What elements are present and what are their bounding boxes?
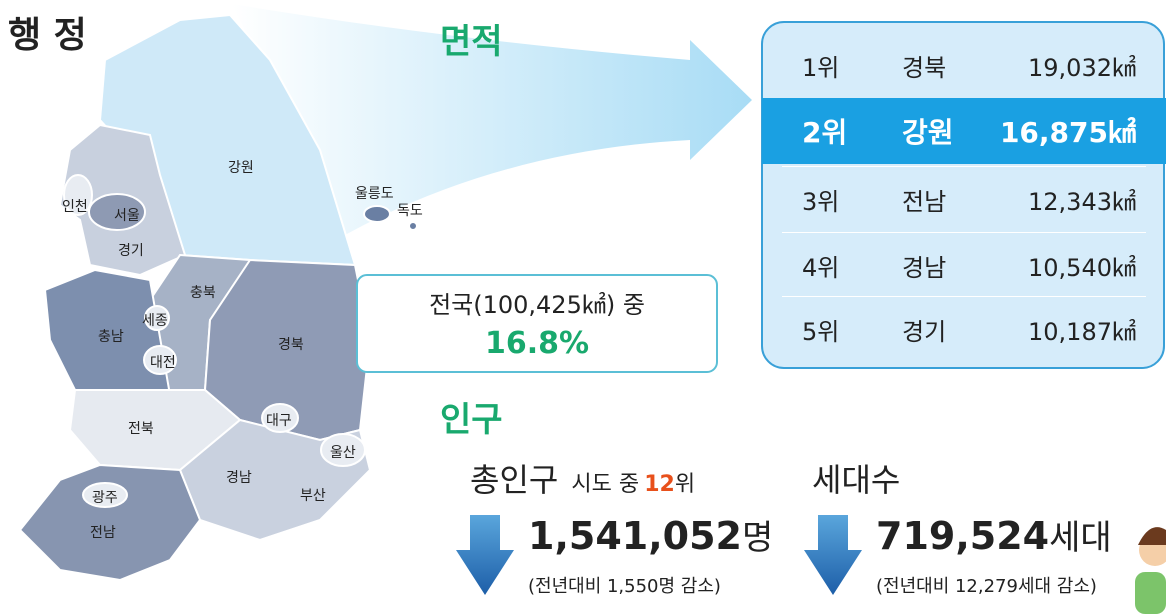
ranking-row: 3위 전남 12,343㎢: [762, 166, 1166, 232]
ranking-row: 5위 경기 10,187㎢: [762, 296, 1166, 362]
map-label: 울릉도: [355, 186, 394, 202]
rank: 4위: [802, 253, 840, 282]
area-value: 10,187㎢: [1028, 317, 1136, 346]
rank-suffix: 위: [674, 472, 696, 497]
rank: 2위: [802, 116, 848, 149]
map-label: 경남: [226, 470, 252, 486]
title: 행 정: [8, 15, 87, 56]
map-label: 경기: [118, 243, 144, 259]
area-value: 19,032㎢: [1028, 53, 1136, 82]
row-divider: [782, 166, 1146, 167]
rank: 1위: [802, 53, 840, 82]
household-line: 719,524세대: [876, 510, 1112, 559]
map-label: 대전: [150, 355, 176, 371]
person-icon: [1135, 527, 1166, 614]
household-label: 세대수: [812, 461, 901, 499]
region: 경기: [902, 317, 947, 346]
map-label: 전북: [128, 421, 154, 437]
map-label: 충남: [98, 329, 124, 345]
region: 경북: [902, 53, 947, 82]
row-divider: [782, 232, 1146, 233]
down-arrow: [456, 515, 514, 595]
total-unit: 명: [741, 518, 774, 558]
total-change: (전년대비 1,550명 감소): [528, 576, 721, 597]
total-value: 1,541,052: [528, 514, 742, 558]
population-heading: 인구: [440, 400, 503, 440]
map-label: 강원: [228, 160, 254, 176]
rank: 3위: [802, 187, 840, 216]
map: [18, 13, 418, 582]
ranking-row: 1위 경북 19,032㎢: [762, 32, 1166, 98]
ranking-table: 1위 경북 19,032㎢ 2위 강원 16,875㎢ 3위 전남 12,343㎢ 4위 경남 10,…: [762, 22, 1166, 368]
area-value: 10,540㎢: [1028, 253, 1136, 282]
total-label-line: 총인구 시도 중 12위: [470, 455, 695, 501]
map-label: 경북: [278, 337, 304, 353]
callout-box: [356, 274, 718, 373]
map-label: 독도: [397, 203, 423, 219]
area-value: 16,875㎢: [999, 116, 1136, 149]
map-label: 충북: [190, 285, 216, 301]
region: 강원: [902, 116, 954, 149]
household-change: (전년대비 12,279세대 감소): [876, 576, 1097, 597]
map-label: 인천: [62, 199, 88, 215]
ranking-row: 2위 강원 16,875㎢: [762, 98, 1166, 164]
total-line: 1,541,052명: [528, 510, 773, 559]
ranking-row: 4위 경남 10,540㎢: [762, 232, 1166, 298]
region: 전남: [902, 187, 947, 216]
rank-prefix: 시도 중: [571, 472, 640, 497]
total-label: 총인구: [470, 461, 559, 499]
map-label: 부산: [300, 488, 326, 504]
map-label: 광주: [92, 490, 118, 506]
region: 경남: [902, 253, 947, 282]
national-text: 전국(100,425㎢) 중: [429, 291, 645, 319]
arrow: [232, 4, 752, 235]
household-unit: 세대: [1049, 518, 1112, 558]
rank: 5위: [802, 317, 840, 346]
area-heading: 면적: [440, 22, 503, 62]
row-divider: [782, 296, 1146, 297]
map-label: 대구: [266, 413, 292, 429]
map-label: 서울: [114, 208, 140, 224]
share-text: 16.8%: [484, 326, 590, 361]
household-value: 719,524: [876, 514, 1050, 558]
area-value: 12,343㎢: [1028, 187, 1136, 216]
map-label: 전남: [90, 525, 116, 541]
rank-value: 12: [644, 472, 675, 497]
map-label: 울산: [330, 445, 356, 461]
down-arrow: [804, 515, 862, 595]
map-label: 세종: [142, 313, 168, 329]
